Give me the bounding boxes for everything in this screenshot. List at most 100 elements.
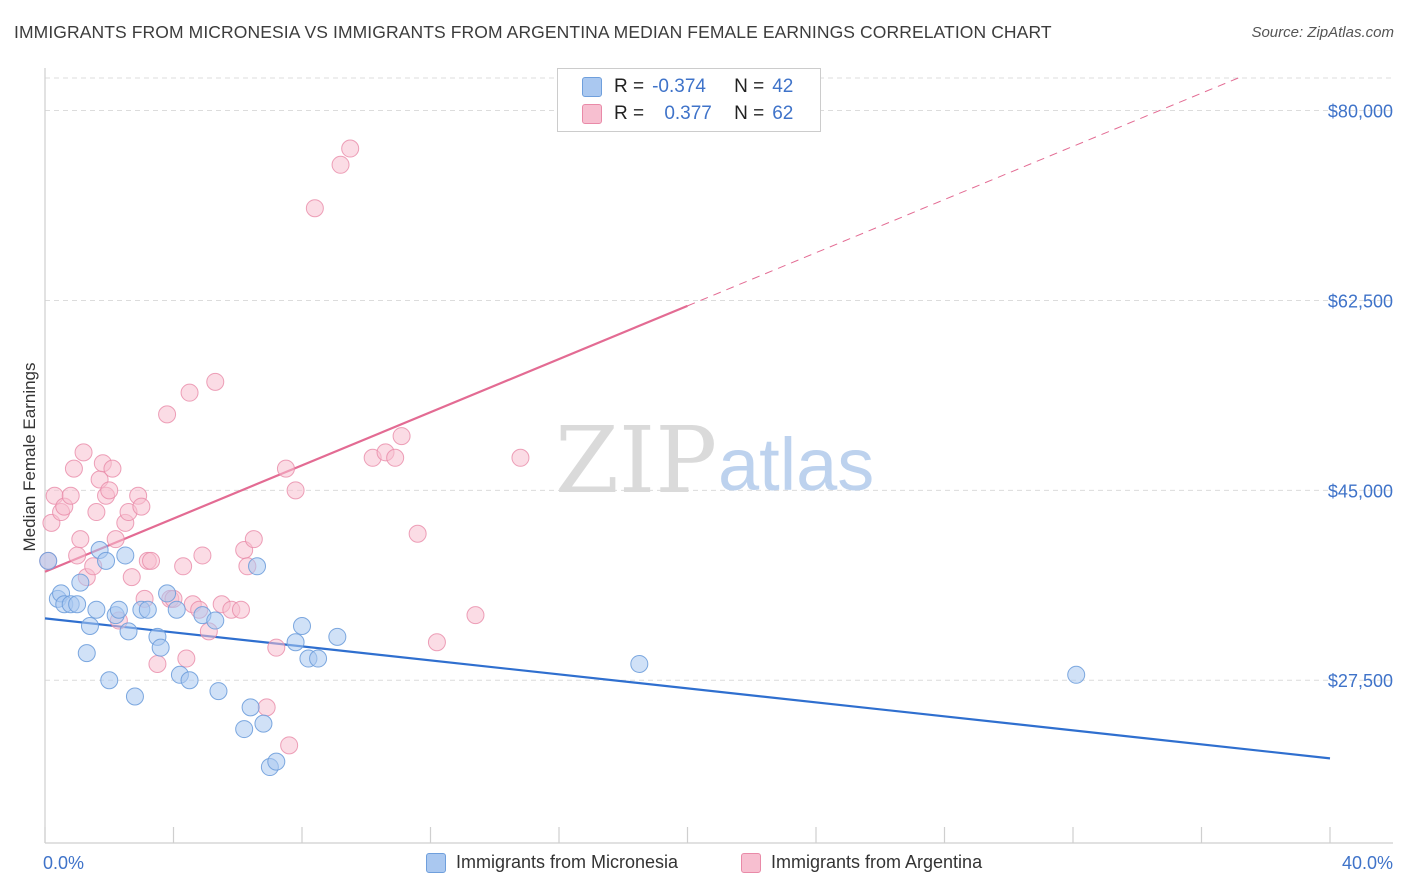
argentina-point — [244, 530, 263, 549]
micronesia-point — [119, 622, 138, 641]
argentina-point — [386, 448, 405, 467]
argentina-point — [193, 546, 212, 565]
micronesia-point — [138, 600, 157, 619]
chart-title: IMMIGRANTS FROM MICRONESIA VS IMMIGRANTS… — [14, 22, 1052, 42]
argentina-point — [180, 383, 199, 402]
argentina-point — [331, 155, 350, 174]
legend-n-value-micronesia: 42 — [772, 76, 794, 97]
micronesia-point — [235, 720, 254, 739]
bottom-legend-micronesia: Immigrants from Micronesia — [426, 852, 678, 873]
y-tick-label: $45,000 — [1328, 481, 1393, 501]
argentina-point — [427, 633, 446, 652]
bottom-legend-swatch-argentina — [741, 852, 761, 873]
micronesia-point — [293, 616, 311, 635]
trend-line-micronesia — [44, 617, 1331, 760]
argentina-point — [68, 546, 87, 565]
legend-swatch-micronesia — [582, 77, 602, 97]
micronesia-point — [206, 611, 225, 630]
argentina-point — [71, 530, 90, 549]
micronesia-point — [167, 600, 186, 619]
trend-line-argentina — [44, 304, 688, 573]
micronesia-point — [328, 627, 347, 646]
argentina-point — [100, 481, 119, 500]
micronesia-point — [309, 649, 328, 668]
micronesia-point — [241, 698, 260, 717]
micronesia-point — [158, 584, 177, 603]
micronesia-point — [109, 600, 128, 619]
argentina-point — [231, 600, 250, 619]
argentina-point — [341, 139, 360, 158]
legend-row-micronesia: R = -0.374 N = 42 — [582, 74, 793, 100]
micronesia-point — [209, 682, 228, 701]
micronesia-point — [71, 573, 90, 592]
micronesia-point — [180, 671, 199, 690]
argentina-point — [408, 524, 427, 543]
legend-r-label: R = — [614, 103, 645, 124]
argentina-point — [177, 649, 196, 668]
argentina-point — [267, 638, 286, 657]
micronesia-point — [248, 557, 267, 576]
source-label: Source: ZipAtlas.com — [1251, 24, 1394, 41]
axes — [44, 68, 1393, 844]
x-tick-labels: 0.0% 40.0% — [43, 853, 1393, 873]
legend: R = -0.374 N = 42 R = 0.377 N = 62 — [557, 68, 821, 132]
legend-r-value-argentina: 0.377 — [664, 103, 712, 124]
micronesia-point — [1067, 665, 1086, 684]
legend-n-label: N = — [734, 103, 765, 124]
micronesia-point — [151, 638, 170, 657]
legend-n-label: N = — [734, 76, 765, 97]
bottom-legend-argentina: Immigrants from Argentina — [741, 852, 982, 873]
argentina-point — [305, 199, 324, 218]
argentina-point — [392, 427, 411, 446]
argentina-point — [87, 503, 106, 522]
legend-r-value-micronesia: -0.374 — [652, 76, 706, 97]
argentina-point — [132, 497, 151, 516]
argentina-point — [61, 486, 80, 505]
argentina-point — [158, 405, 177, 424]
y-tick-label: $80,000 — [1328, 102, 1393, 122]
argentina-point — [64, 459, 83, 478]
micronesia-point — [254, 714, 273, 733]
argentina-point — [142, 551, 161, 570]
micronesia-point — [125, 687, 144, 706]
argentina-point — [286, 481, 305, 500]
argentina-point — [74, 443, 93, 462]
micronesia-point — [68, 595, 87, 614]
argentina-point — [257, 698, 276, 717]
argentina-point — [511, 448, 530, 467]
x-tick-label-min: 0.0% — [43, 853, 84, 873]
argentina-point — [106, 530, 125, 549]
watermark: ZIP atlas — [555, 407, 874, 514]
micronesia-point — [286, 633, 305, 652]
argentina-point — [206, 372, 225, 391]
legend-row-argentina: R = 0.377 N = 62 — [582, 101, 793, 127]
watermark-zip: ZIP — [555, 407, 717, 514]
bottom-legend-label-micronesia: Immigrants from Micronesia — [456, 852, 679, 872]
trend-line-argentina-projection — [687, 77, 1239, 307]
argentina-point — [276, 459, 295, 478]
micronesia-point — [39, 551, 58, 570]
micronesia-point — [97, 551, 116, 570]
argentina-points — [39, 139, 530, 755]
micronesia-point — [80, 616, 99, 635]
gridlines — [45, 77, 1393, 681]
y-tick-label: $27,500 — [1328, 671, 1393, 691]
argentina-point — [148, 654, 167, 673]
argentina-point — [122, 568, 141, 587]
legend-r-label: R = — [614, 76, 645, 97]
micronesia-point — [77, 644, 96, 663]
watermark-atlas: atlas — [718, 423, 874, 506]
argentina-point — [174, 557, 193, 576]
argentina-point — [466, 606, 485, 625]
micronesia-point — [100, 671, 119, 690]
bottom-legend-swatch-micronesia — [426, 852, 446, 873]
y-tick-label: $62,500 — [1328, 291, 1393, 311]
micronesia-point — [87, 600, 106, 619]
micronesia-point — [116, 546, 135, 565]
legend-n-value-argentina: 62 — [772, 103, 794, 124]
micronesia-point — [267, 752, 286, 771]
argentina-point — [103, 459, 122, 478]
x-tick-label-max: 40.0% — [1342, 853, 1393, 873]
micronesia-points — [39, 541, 1086, 777]
